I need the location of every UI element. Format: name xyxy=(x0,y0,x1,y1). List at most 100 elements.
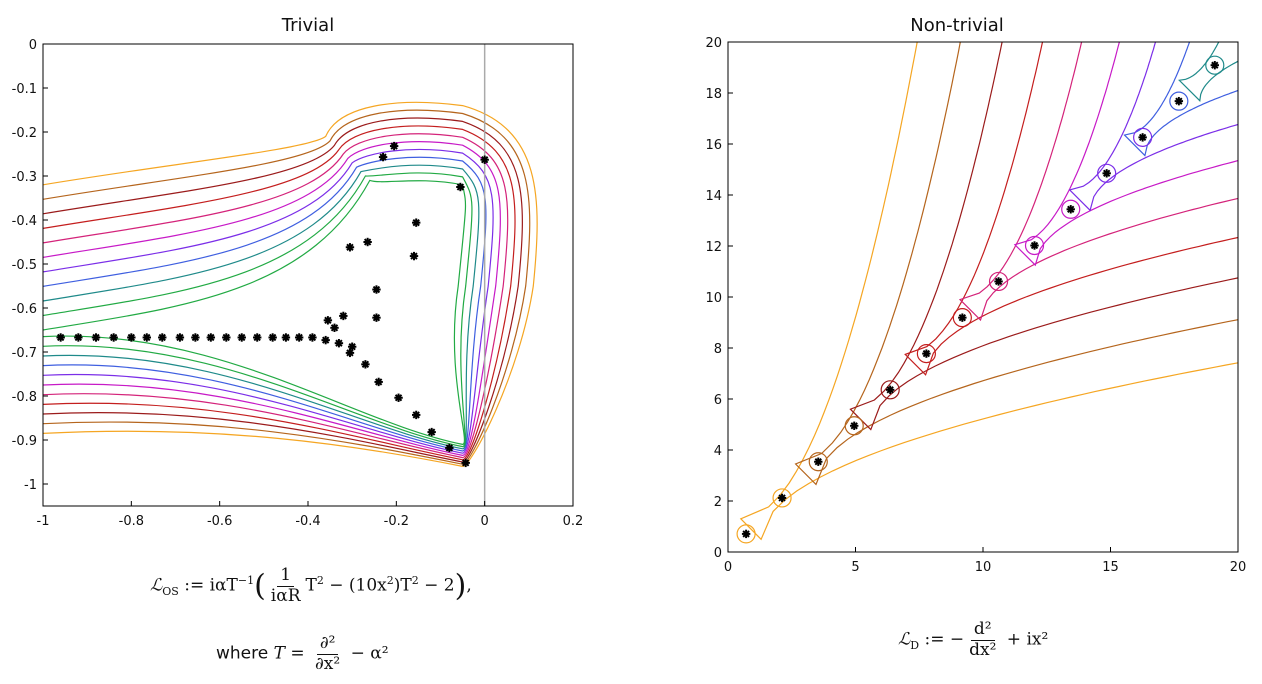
point-ring-7 xyxy=(988,271,1009,292)
x-tick-label: -0.4 xyxy=(295,514,320,529)
x-tick-label: -1 xyxy=(37,514,50,529)
data-point-2 xyxy=(91,333,101,342)
point-ring-9 xyxy=(1061,199,1081,219)
point-ring-10 xyxy=(1097,163,1117,183)
formula-symbol: ℒ xyxy=(150,575,163,596)
data-point-34 xyxy=(363,237,372,247)
data-point-8 xyxy=(191,333,200,342)
y-axis-ticks-non-trivial: 0 2 4 6 8 10 12 14 16 18 20 xyxy=(705,36,733,561)
trivial-chart: Trivial -1 -0.8 -0.6 -0.4 -0.2 0 0.2 0 -0.1 -0.2… xyxy=(12,15,584,529)
data-point-28 xyxy=(427,427,436,437)
y-tick-label: 18 xyxy=(705,87,722,102)
formula-superscript: 2 xyxy=(316,573,324,587)
data-point-11 xyxy=(1138,133,1147,142)
formula-symbol: ℒ xyxy=(898,629,911,650)
contour-line-8 xyxy=(1178,41,1239,102)
data-point-32 xyxy=(372,285,381,294)
fraction-numerator: 1 xyxy=(277,565,295,587)
y-tick-label: -0.1 xyxy=(12,82,37,97)
point-ring-0 xyxy=(736,524,756,544)
point-ring-13 xyxy=(1205,55,1225,75)
y-tick-label: -0.7 xyxy=(12,346,37,361)
contour-line-3 xyxy=(904,41,1239,376)
contour-line-5 xyxy=(42,141,501,457)
formula-part: T xyxy=(305,575,317,596)
point-ring-5 xyxy=(916,344,936,364)
non-trivial-chart: Non-trivial 0 5 10 15 20 0 2 4 6 8 10 12 14 16 18 20 xyxy=(705,15,1246,575)
y-tick-label: 10 xyxy=(705,291,722,306)
data-point-1 xyxy=(777,493,787,503)
data-point-40 xyxy=(480,155,489,164)
formula-part: − 2 xyxy=(418,575,455,596)
point-ring-8 xyxy=(1024,235,1045,256)
data-point-10 xyxy=(222,333,231,342)
data-point-16 xyxy=(308,333,317,342)
contour-line-4 xyxy=(42,133,509,459)
formula-fraction: ∂² ∂x² xyxy=(312,633,343,674)
formula-subscript: D xyxy=(910,638,920,652)
y-tick-label: -0.8 xyxy=(12,390,37,405)
x-tick-label: -0.6 xyxy=(207,514,232,529)
data-point-7 xyxy=(175,333,185,342)
x-tick-label: -0.8 xyxy=(119,514,144,529)
where-formula: where T = ∂² ∂x² − α² xyxy=(216,633,389,674)
chart-title-trivial: Trivial xyxy=(281,15,334,36)
fraction-denominator: ∂x² xyxy=(315,653,341,674)
formula-part: − α² xyxy=(345,643,389,664)
eigenvalue-points-trivial xyxy=(56,141,489,468)
y-tick-label: -0.3 xyxy=(12,170,37,185)
data-point-0 xyxy=(741,529,751,539)
formula-subscript: OS xyxy=(162,584,179,598)
eigenvalue-points-non-trivial xyxy=(736,55,1225,544)
data-point-5 xyxy=(922,349,931,358)
fraction-numerator: ∂² xyxy=(316,633,339,655)
orr-sommerfeld-formula: ℒOS := iαT−1(1 iαR T2 − (10x2)T2 − 2), xyxy=(150,565,472,606)
contour-line-2 xyxy=(42,117,523,463)
data-point-27 xyxy=(412,410,421,420)
data-point-33 xyxy=(345,243,355,252)
formula-superscript: 2 xyxy=(411,573,419,587)
data-point-37 xyxy=(456,182,465,192)
data-point-29 xyxy=(445,443,454,453)
formula-part: := − xyxy=(919,629,965,650)
plot-frame-non-trivial xyxy=(727,41,1239,553)
y-tick-label: -1 xyxy=(24,478,37,493)
data-point-12 xyxy=(253,333,262,342)
data-point-39 xyxy=(389,141,399,151)
x-tick-label: 0 xyxy=(724,560,732,575)
y-axis-ticks-trivial: 0 -0.1 -0.2 -0.3 -0.4 -0.5 -0.6 -0.7 -0.8 -0.9 -1 xyxy=(12,38,48,493)
contour-line-6 xyxy=(42,148,494,454)
data-point-3 xyxy=(850,421,859,430)
point-ring-3 xyxy=(844,416,864,436)
x-axis-ticks-non-trivial: 0 5 10 15 20 xyxy=(724,547,1246,575)
formula-part: := iαT xyxy=(178,575,238,596)
point-ring-6 xyxy=(952,308,972,328)
y-tick-label: 8 xyxy=(714,342,722,357)
x-tick-label: 10 xyxy=(975,560,992,575)
data-point-30 xyxy=(461,458,470,468)
data-point-31 xyxy=(372,313,381,322)
y-tick-label: 12 xyxy=(705,240,722,255)
data-point-25 xyxy=(374,377,383,387)
contour-line-7 xyxy=(42,156,487,452)
data-point-24 xyxy=(361,360,370,369)
contour-line-1 xyxy=(42,109,531,465)
formula-part: T = xyxy=(273,643,311,664)
data-point-38 xyxy=(378,152,388,162)
x-tick-label: 0 xyxy=(481,514,489,529)
contour-line-3 xyxy=(42,125,516,461)
x-tick-label: 15 xyxy=(1102,560,1119,575)
point-ring-2 xyxy=(808,452,828,472)
data-point-36 xyxy=(412,218,421,227)
y-tick-label: 14 xyxy=(705,189,722,204)
data-point-2 xyxy=(814,457,823,466)
data-point-23 xyxy=(339,311,348,321)
y-tick-label: -0.4 xyxy=(12,214,37,229)
contour-lines-trivial xyxy=(42,101,538,468)
data-point-20 xyxy=(347,342,357,351)
chart-title-non-trivial: Non-trivial xyxy=(910,15,1004,36)
formula-fraction: d² dx² xyxy=(966,619,999,660)
contour-line-4 xyxy=(958,41,1239,322)
data-point-22 xyxy=(330,323,339,332)
